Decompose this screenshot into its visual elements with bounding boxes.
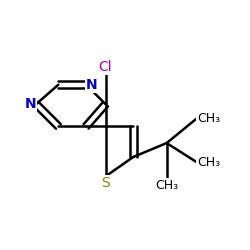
Text: N: N xyxy=(24,97,36,111)
Text: Cl: Cl xyxy=(99,60,112,74)
Text: N: N xyxy=(86,78,98,92)
Text: CH₃: CH₃ xyxy=(197,156,220,169)
Text: CH₃: CH₃ xyxy=(155,179,178,192)
Text: CH₃: CH₃ xyxy=(197,112,220,124)
Text: S: S xyxy=(101,176,110,190)
